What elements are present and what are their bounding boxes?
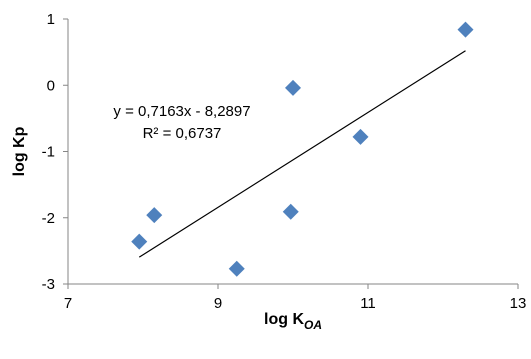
x-tick-label: 13 <box>510 295 527 312</box>
x-tick-label: 11 <box>360 295 376 312</box>
x-axis-title: log KOA <box>264 311 322 332</box>
data-point-diamond <box>352 128 369 145</box>
x-tick-label: 9 <box>214 295 222 312</box>
ticks: -3 -2 -1 0 1 7 9 11 13 <box>42 11 527 312</box>
y-axis-title: log Kp <box>11 126 28 176</box>
y-tick-label: -1 <box>42 144 55 161</box>
y-tick-label: -2 <box>42 210 55 227</box>
data-point-diamond <box>457 21 474 38</box>
x-tick-label: 7 <box>64 295 72 312</box>
y-tick-label: 0 <box>47 77 55 94</box>
data-point-diamond <box>228 260 245 277</box>
y-tick-label: 1 <box>47 11 55 28</box>
y-tick-label: -3 <box>42 276 55 293</box>
trendline-r2-label: R² = 0,6737 <box>143 125 222 142</box>
data-point-diamond <box>282 203 299 220</box>
data-point-diamond <box>146 207 163 224</box>
data-point-diamond <box>285 79 301 96</box>
labels: y = 0,7163x - 8,2897 R² = 0,6737 log KOA… <box>11 103 322 332</box>
trendline-equation-label: y = 0,7163x - 8,2897 <box>113 103 250 120</box>
trendline-group <box>138 50 466 258</box>
data-points <box>131 21 474 277</box>
x-axis-title-subscript: OA <box>304 318 322 332</box>
x-axis-title-main: log K <box>264 311 304 328</box>
data-point-diamond <box>131 233 148 250</box>
trendline <box>138 50 466 258</box>
